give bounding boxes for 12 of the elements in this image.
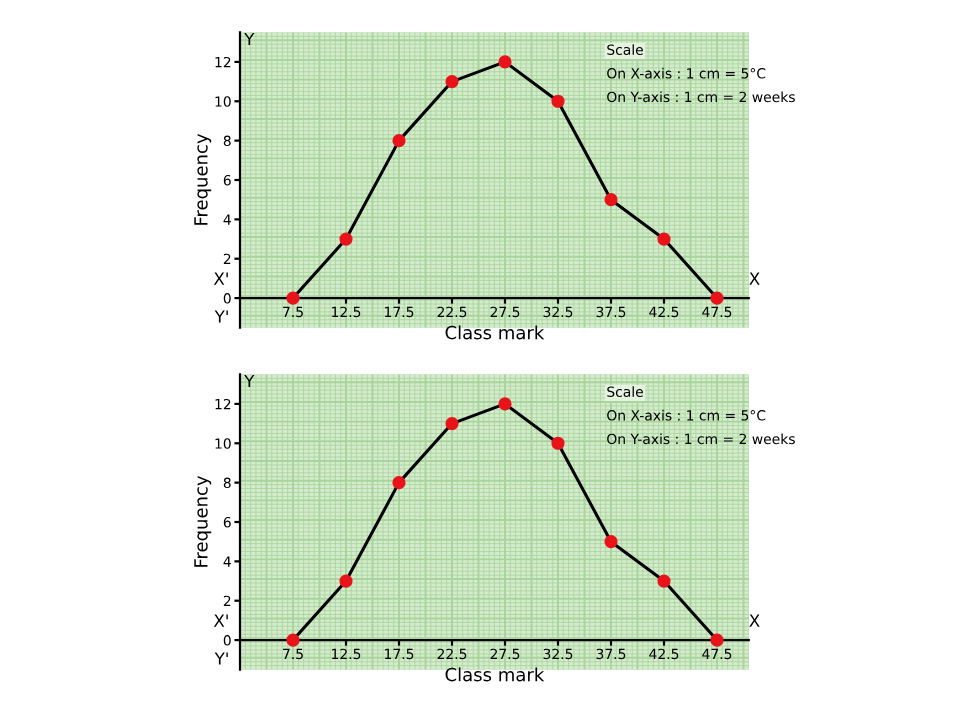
x-axis-title: Class mark <box>445 325 545 340</box>
y-axis-title: Frequency <box>194 133 212 225</box>
annotation: Y <box>244 374 255 388</box>
text: Y' <box>214 652 228 665</box>
text: X <box>749 272 760 285</box>
annotation: Y <box>244 32 255 46</box>
text: X <box>749 614 760 627</box>
text: Y' <box>214 310 228 323</box>
text: X' <box>213 614 228 627</box>
x-axis-title: Class mark <box>445 667 545 682</box>
y-axis-title: Frequency <box>194 475 212 567</box>
text: X' <box>213 272 228 285</box>
